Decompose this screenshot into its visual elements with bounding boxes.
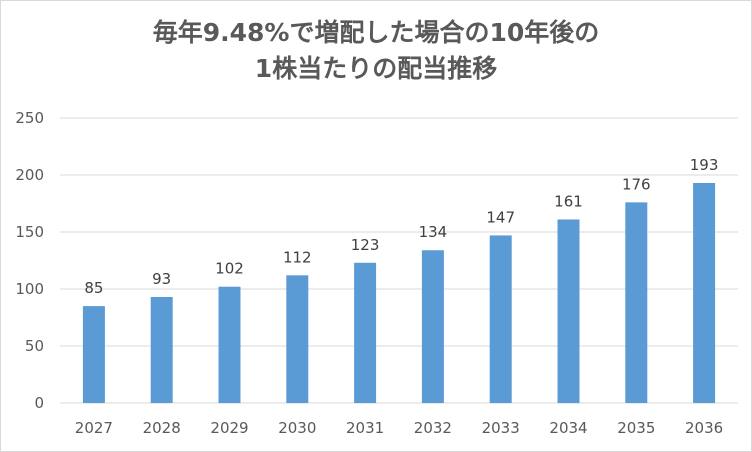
bar-2031 bbox=[354, 262, 377, 403]
y-tick-label-200: 200 bbox=[15, 166, 44, 184]
data-label-2032: 134 bbox=[419, 223, 448, 241]
x-tick-label-2034: 2034 bbox=[549, 419, 587, 437]
x-tick-label-2032: 2032 bbox=[414, 419, 452, 437]
data-label-2029: 102 bbox=[215, 260, 244, 278]
x-tick-label-2029: 2029 bbox=[210, 419, 248, 437]
chart-title-line-2: 1株当たりの配当推移 bbox=[254, 54, 498, 83]
data-label-2028: 93 bbox=[152, 270, 171, 288]
bar-2033 bbox=[489, 235, 512, 403]
chart-title: 毎年9.48%で増配した場合の10年後の 1株当たりの配当推移 bbox=[1, 15, 751, 87]
bar-2036 bbox=[693, 182, 716, 403]
bar-2034 bbox=[557, 219, 580, 403]
x-tick-label-2030: 2030 bbox=[278, 419, 316, 437]
x-tick-label-2028: 2028 bbox=[143, 419, 181, 437]
data-label-2036: 193 bbox=[690, 156, 719, 174]
data-label-2027: 85 bbox=[84, 279, 103, 297]
data-label-2033: 147 bbox=[486, 208, 515, 226]
y-tick-label-100: 100 bbox=[15, 280, 44, 298]
bar-2029 bbox=[218, 286, 241, 403]
bar-2028 bbox=[150, 296, 173, 403]
bar-2035 bbox=[625, 202, 648, 403]
y-tick-label-0: 0 bbox=[34, 394, 44, 412]
y-tick-label-150: 150 bbox=[15, 223, 44, 241]
bar-2030 bbox=[286, 275, 309, 403]
y-tick-label-250: 250 bbox=[15, 109, 44, 127]
chart-title-line-1: 毎年9.48%で増配した場合の10年後の bbox=[152, 18, 600, 47]
y-tick-label-50: 50 bbox=[25, 337, 44, 355]
x-tick-label-2027: 2027 bbox=[75, 419, 113, 437]
x-tick-label-2035: 2035 bbox=[617, 419, 655, 437]
data-label-2035: 176 bbox=[622, 175, 651, 193]
x-tick-label-2031: 2031 bbox=[346, 419, 384, 437]
x-tick-label-2036: 2036 bbox=[685, 419, 723, 437]
x-tick-label-2033: 2033 bbox=[482, 419, 520, 437]
data-label-2031: 123 bbox=[351, 236, 380, 254]
bar-2027 bbox=[82, 306, 105, 403]
data-label-2030: 112 bbox=[283, 248, 312, 266]
data-label-2034: 161 bbox=[554, 192, 583, 210]
bar-2032 bbox=[421, 250, 444, 403]
